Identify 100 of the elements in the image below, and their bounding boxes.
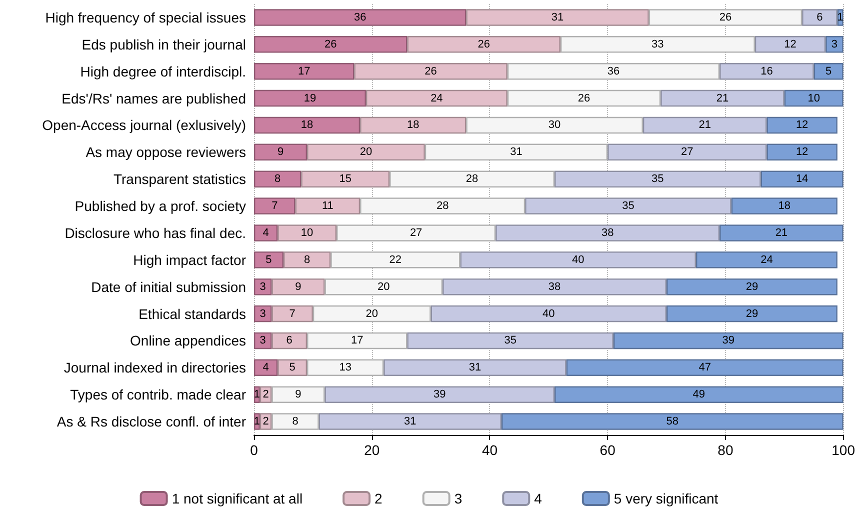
data-label: 27 <box>410 226 422 239</box>
bar <box>254 36 408 53</box>
data-label: 29 <box>746 280 758 293</box>
data-label: 14 <box>796 173 808 186</box>
data-label: 39 <box>434 388 446 401</box>
bar <box>254 62 354 80</box>
data-label: 18 <box>406 119 420 132</box>
data-label: 26 <box>719 11 732 24</box>
y-tick-label: Journal indexed in directories <box>64 360 246 376</box>
data-label: 1 <box>254 416 260 428</box>
data-label: 21 <box>775 226 788 239</box>
y-tick-label: High degree of interdiscipl. <box>80 63 246 80</box>
bar <box>608 144 767 161</box>
data-label: 18 <box>300 119 314 132</box>
y-tick-label: Online appendices <box>130 332 246 349</box>
bar <box>566 359 844 376</box>
data-label: 8 <box>292 416 298 428</box>
data-label: 10 <box>808 92 820 104</box>
bar <box>720 62 814 80</box>
x-tick-label: 60 <box>600 442 616 458</box>
bar <box>360 116 466 134</box>
bar <box>278 359 308 376</box>
bar <box>731 198 838 214</box>
x-tick-label: 0 <box>250 442 258 458</box>
data-label: 31 <box>551 11 564 24</box>
data-label: 38 <box>548 280 561 293</box>
data-label: 15 <box>339 173 352 186</box>
data-label: 31 <box>468 362 482 374</box>
bar <box>613 332 844 350</box>
data-label: 40 <box>572 254 584 266</box>
data-label: 3 <box>260 308 266 320</box>
bar <box>384 359 566 376</box>
data-label: 1 <box>837 11 844 24</box>
bar <box>460 252 696 268</box>
data-label: 9 <box>295 388 302 401</box>
data-label: 26 <box>578 92 590 104</box>
y-tick-label: Transparent statistics <box>113 171 246 188</box>
data-label: 4 <box>262 226 269 239</box>
x-tick-label: 20 <box>364 442 380 458</box>
bar <box>766 116 838 134</box>
y-tick-label: Disclosure who has final dec. <box>64 224 246 241</box>
y-tick-label: Eds'/Rs' names are published <box>62 90 246 106</box>
data-label: 7 <box>272 200 278 212</box>
bar <box>502 413 844 430</box>
data-label: 36 <box>607 65 620 78</box>
bar <box>366 90 508 107</box>
data-label: 26 <box>424 65 437 78</box>
bar <box>272 278 325 296</box>
data-label: 7 <box>289 308 296 320</box>
data-label: 2 <box>262 416 269 428</box>
x-tick-label: 100 <box>832 442 856 458</box>
bar <box>254 144 308 161</box>
bar <box>666 305 838 322</box>
legend-label: 2 <box>374 490 383 506</box>
data-label: 22 <box>389 254 402 266</box>
bar <box>254 198 296 214</box>
bar <box>254 9 466 26</box>
data-label: 10 <box>300 226 314 239</box>
data-label: 11 <box>322 200 334 212</box>
bar <box>430 305 667 322</box>
data-label: 29 <box>746 308 758 320</box>
bar <box>554 170 761 188</box>
data-label: 9 <box>277 146 284 158</box>
data-label: 19 <box>304 92 316 104</box>
data-label: 3 <box>260 334 266 347</box>
bar <box>525 198 732 214</box>
data-label: 28 <box>466 173 478 186</box>
data-label: 16 <box>760 65 773 78</box>
y-tick-label: High impact factor <box>133 252 246 268</box>
data-label: 35 <box>622 200 634 212</box>
bar <box>295 198 360 214</box>
y-tick-label: High frequency of special issues <box>45 9 246 26</box>
y-tick-label: As may oppose reviewers <box>86 144 246 160</box>
y-tick-label: Ethical standards <box>138 306 246 322</box>
bar <box>766 144 838 161</box>
bar <box>666 278 838 296</box>
data-label: 31 <box>404 416 416 428</box>
bar <box>696 252 838 268</box>
bar <box>442 278 667 296</box>
bar <box>278 224 337 242</box>
bar <box>660 90 784 107</box>
data-label: 3 <box>831 38 838 50</box>
data-label: 9 <box>295 280 302 293</box>
data-label: 26 <box>324 38 337 50</box>
data-label: 24 <box>760 254 773 266</box>
data-label: 6 <box>816 11 823 24</box>
bar <box>760 170 844 188</box>
bar <box>301 170 390 188</box>
data-label: 26 <box>478 38 490 50</box>
data-label: 5 <box>826 65 832 78</box>
bar <box>272 413 319 430</box>
y-tick-label: Types of contrib. made clear <box>70 386 246 403</box>
data-label: 40 <box>542 308 555 320</box>
data-label: 17 <box>351 334 364 347</box>
bar <box>254 224 278 242</box>
bar <box>254 359 278 376</box>
bar <box>784 90 844 107</box>
x-tick-label: 80 <box>718 442 734 458</box>
bar <box>354 62 508 80</box>
bar <box>254 90 366 107</box>
